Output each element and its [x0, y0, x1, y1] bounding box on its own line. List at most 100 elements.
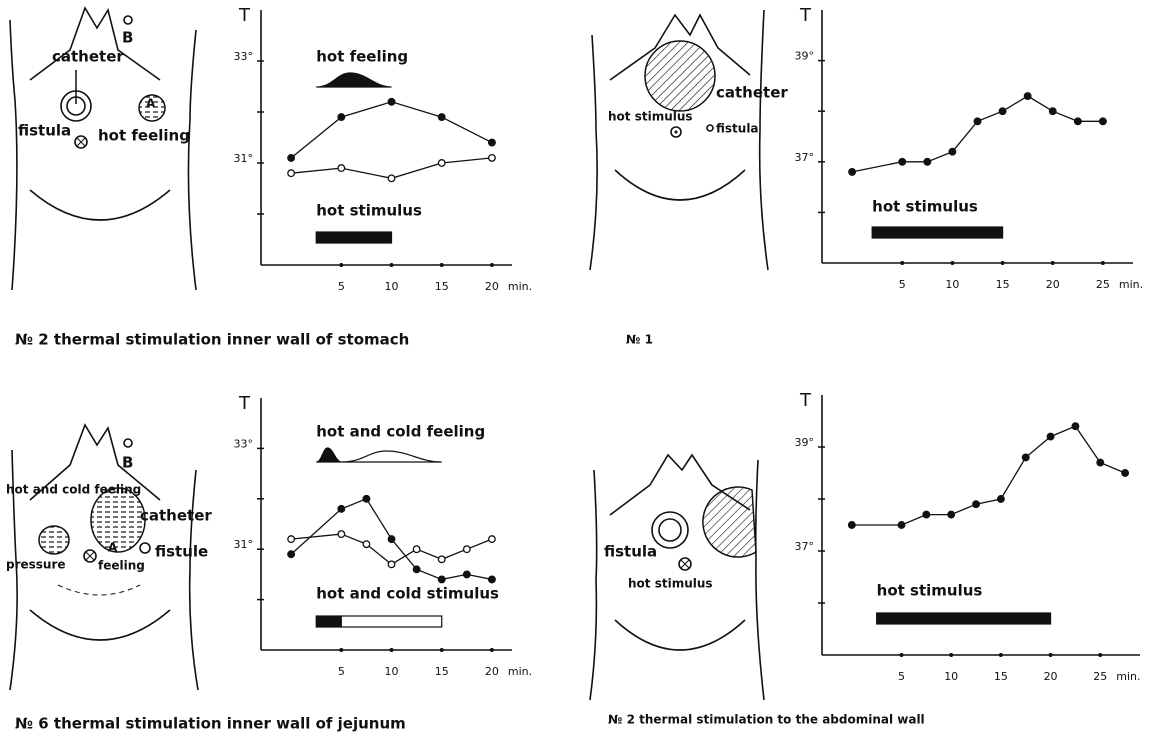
x-tick-label: 20	[485, 280, 499, 293]
x-axis-title: min.	[1116, 670, 1140, 683]
stimulus-label: hot stimulus	[877, 582, 983, 600]
x-tick-label: 15	[996, 278, 1010, 291]
x-tick	[440, 263, 444, 267]
x-tick-label: 5	[898, 670, 905, 683]
x-tick-label: 20	[1046, 278, 1060, 291]
x-tick-label: 20	[485, 665, 499, 678]
x-tick	[440, 648, 444, 652]
data-point	[338, 531, 345, 538]
x-tick-label: 25	[1093, 670, 1107, 683]
data-point	[363, 541, 370, 548]
caption: № 2 thermal stimulation to the abdominal…	[608, 713, 925, 727]
feeling-curve	[316, 73, 391, 87]
data-point	[489, 536, 496, 543]
data-point	[288, 536, 295, 543]
y-axis-title: T	[238, 5, 251, 26]
x-axis-title: min.	[508, 665, 532, 678]
x-tick-label: 15	[994, 670, 1008, 683]
diagram-label: fistula	[18, 122, 71, 140]
x-tick	[390, 263, 394, 267]
caption: № 1	[626, 333, 653, 347]
diagram-label: A	[146, 97, 156, 111]
x-tick	[900, 261, 904, 265]
x-tick	[339, 263, 343, 267]
data-point	[924, 159, 931, 166]
x-tick	[949, 653, 953, 657]
x-tick	[1001, 261, 1005, 265]
data-point	[388, 175, 395, 182]
data-point	[1100, 118, 1107, 125]
y-axis-title: T	[799, 390, 812, 411]
diagram-label: hot stimulus	[608, 110, 693, 124]
x-tick-label: 10	[944, 670, 958, 683]
x-tick-label: 5	[338, 665, 345, 678]
y-axis-title: T	[238, 393, 251, 414]
data-point	[899, 159, 906, 166]
data-point	[489, 139, 496, 146]
stimulus-bar	[316, 616, 341, 627]
data-point	[413, 546, 420, 553]
series-line	[852, 426, 1125, 525]
data-point	[338, 114, 345, 121]
data-point	[1075, 118, 1082, 125]
data-point	[1072, 423, 1079, 430]
data-point	[388, 99, 395, 106]
x-tick	[490, 648, 494, 652]
data-point	[1122, 470, 1129, 477]
data-point	[464, 546, 471, 553]
x-tick	[950, 261, 954, 265]
x-tick	[1101, 261, 1105, 265]
data-point	[898, 522, 905, 529]
diagram-label: fistula	[716, 122, 759, 136]
figure: B catheter A fistula hot feeling cathete…	[0, 0, 1150, 738]
data-point	[998, 496, 1005, 503]
x-tick	[999, 653, 1003, 657]
stimulus-bar	[877, 613, 1051, 624]
diagram-label: pressure	[6, 558, 66, 572]
data-point	[438, 160, 445, 167]
x-tick-label: 15	[435, 280, 449, 293]
data-point	[1097, 459, 1104, 466]
x-tick	[1098, 653, 1102, 657]
body-diagram: catheter hot stimulus fistula	[590, 10, 788, 270]
stimulus-bar	[341, 616, 441, 627]
x-tick	[1049, 653, 1053, 657]
data-point	[849, 522, 856, 529]
diagram-label: hot and cold feeling	[6, 483, 141, 497]
caption: № 6 thermal stimulation inner wall of je…	[15, 715, 406, 733]
stimulus-label: hot stimulus	[872, 198, 978, 216]
stimulus-bar	[872, 227, 1002, 238]
diagram-label: B	[122, 29, 133, 47]
y-tick-label: 31°	[234, 538, 254, 551]
diagram-label: B	[122, 454, 133, 472]
data-point	[923, 511, 930, 518]
x-tick-label: 25	[1096, 278, 1110, 291]
x-tick-label: 15	[435, 665, 449, 678]
stimulus-bar	[316, 232, 391, 243]
data-point	[949, 148, 956, 155]
feeling-curve	[341, 451, 441, 462]
feeling-curve	[316, 448, 341, 462]
data-point	[1047, 433, 1054, 440]
feeling-label: hot feeling	[316, 48, 408, 66]
series-line	[852, 96, 1103, 172]
data-point	[388, 561, 395, 568]
data-point	[489, 576, 496, 583]
y-tick-label: 31°	[234, 152, 254, 165]
data-point	[999, 108, 1006, 115]
data-point	[288, 551, 295, 558]
y-tick-label: 37°	[795, 151, 815, 164]
x-tick	[1051, 261, 1055, 265]
series-line	[291, 102, 492, 158]
y-tick-label: 39°	[795, 50, 815, 63]
diagram-label: fistula	[604, 543, 657, 561]
body-diagram: B catheter A fistula hot feeling	[10, 8, 196, 290]
data-point	[338, 165, 345, 172]
feeling-label: hot and cold feeling	[316, 423, 485, 441]
x-tick-label: 10	[385, 665, 399, 678]
data-point	[1022, 454, 1029, 461]
x-tick	[390, 648, 394, 652]
y-axis-title: T	[799, 5, 812, 26]
x-tick-label: 5	[338, 280, 345, 293]
x-axis-title: min.	[508, 280, 532, 293]
